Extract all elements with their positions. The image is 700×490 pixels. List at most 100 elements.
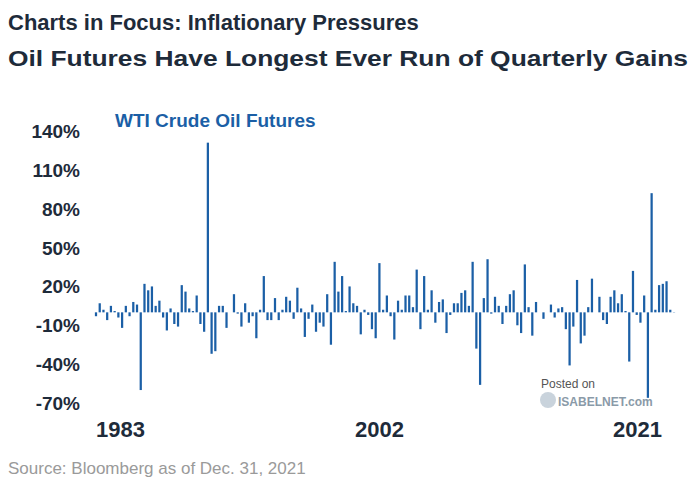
bar [307,312,309,318]
bar [240,312,242,326]
bar [468,306,470,312]
bar [412,307,414,312]
bar [304,312,306,337]
bar [181,285,183,312]
bar [539,312,541,313]
bar [177,312,179,326]
bar [449,312,451,315]
bar [155,306,157,312]
bar [561,307,563,312]
bar [237,312,239,313]
bar [214,312,216,351]
chart: Charts in Focus: Inflationary PressuresO… [0,0,700,490]
bar [132,302,134,312]
x-tick-label: 2002 [355,417,404,442]
bar [665,281,667,312]
bar [225,312,227,328]
bar [501,312,503,324]
bar [613,290,615,312]
bar [337,292,339,313]
bar [389,312,391,316]
bar [255,312,257,338]
bar [315,312,317,331]
bar [158,301,160,313]
bar [524,264,526,312]
bar [117,312,119,317]
watermark-icon [540,392,556,408]
bar [419,312,421,329]
bar [166,312,168,330]
bar [207,143,209,313]
bar [453,303,455,312]
y-axis: 140%110%80%50%20%-10%-40%-70% [31,121,80,414]
y-tick-label: 110% [32,160,80,181]
bar [382,310,384,313]
bar [472,262,474,313]
bar [438,302,440,312]
bar [434,312,436,322]
bar [110,306,112,312]
bar [371,312,373,329]
bar [621,294,623,312]
bar [140,312,142,390]
bar [654,310,656,313]
bar [143,284,145,312]
bar [199,312,201,324]
bar [609,297,611,313]
bar [580,312,582,343]
bar [516,312,518,325]
bar [162,312,164,317]
bars [95,143,675,398]
bar [636,312,638,315]
bar [628,312,630,361]
y-tick-label: -70% [36,393,80,414]
bar [296,288,298,313]
bar [416,270,418,313]
bar [550,305,552,313]
bar [647,312,649,397]
bar [330,312,332,344]
bar [542,312,544,318]
bar [624,311,626,312]
bar [658,285,660,312]
bar [259,310,261,313]
bar [498,306,500,312]
bar [662,284,664,312]
bar [486,259,488,312]
bar [363,310,365,313]
bar [576,280,578,312]
bar [408,295,410,312]
bar [639,312,641,322]
bar [114,311,116,312]
bar [278,312,280,320]
bar [509,294,511,312]
bar [356,306,358,312]
bar [554,312,556,317]
bar [378,263,380,312]
bar [188,308,190,312]
bar [125,306,127,312]
bar [326,294,328,312]
bar [311,305,313,313]
bar [568,312,570,365]
x-tick-label: 2021 [613,417,662,442]
bar [229,312,231,313]
bar [252,312,254,316]
watermark: Posted onISABELNET.com [540,377,653,409]
bar [587,307,589,312]
bar [334,262,336,313]
bar [572,312,574,326]
bar [442,299,444,312]
bar [565,312,567,329]
bar [595,312,597,313]
bar [192,311,194,312]
bar [151,286,153,312]
bar [203,312,205,331]
watermark-text: Posted on [541,377,595,391]
bar [218,306,220,312]
y-tick-label: -40% [36,354,80,375]
y-tick-label: 20% [42,276,80,297]
bar [300,308,302,312]
bar [233,294,235,312]
bar [393,312,395,339]
